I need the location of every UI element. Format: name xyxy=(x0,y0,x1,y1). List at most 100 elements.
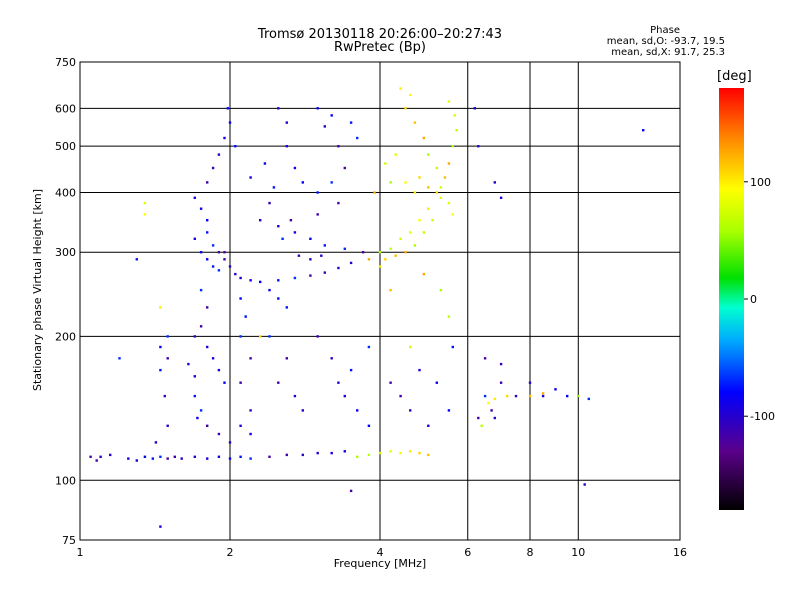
data-point-o xyxy=(217,432,221,436)
data-point-x xyxy=(378,265,382,268)
x-ticks: 1 2 4 6 8 10 16 xyxy=(77,546,688,559)
data-point-o xyxy=(356,136,359,140)
data-point-o xyxy=(285,357,288,360)
data-point-o xyxy=(285,121,288,124)
data-point-o xyxy=(206,306,209,309)
data-point-o xyxy=(330,451,333,455)
data-point-o xyxy=(337,201,340,205)
data-point-o xyxy=(193,394,196,398)
data-point-x xyxy=(259,335,262,338)
data-point-o xyxy=(159,455,162,458)
data-point-x xyxy=(453,114,456,117)
data-point-o xyxy=(163,394,166,398)
y-tick-label: 500 xyxy=(55,140,76,153)
chart-title: Tromsø 20130118 20:26:00–20:27:43 xyxy=(257,27,503,42)
data-point-x xyxy=(427,207,430,210)
data-point-o xyxy=(206,219,209,222)
data-point-o xyxy=(349,489,353,493)
data-point-x xyxy=(422,231,426,234)
data-point-o xyxy=(330,357,333,360)
data-point-x xyxy=(389,450,392,453)
data-point-o xyxy=(193,335,196,338)
data-point-x xyxy=(399,237,402,240)
data-point-o xyxy=(159,345,162,349)
data-point-o xyxy=(323,125,326,128)
x-tick-label: 8 xyxy=(527,546,534,559)
data-point-o xyxy=(277,297,280,300)
data-point-o xyxy=(135,258,138,261)
data-point-x xyxy=(378,251,382,254)
data-point-o xyxy=(514,394,518,398)
data-point-o xyxy=(320,254,323,257)
data-point-x xyxy=(413,121,417,124)
data-point-x xyxy=(447,201,451,205)
data-point-o xyxy=(337,381,340,384)
data-point-o xyxy=(118,357,121,360)
data-point-o xyxy=(135,459,138,462)
data-point-o xyxy=(228,121,232,124)
data-point-o xyxy=(239,276,242,280)
data-point-o xyxy=(277,381,280,384)
x-tick-label: 4 xyxy=(377,546,384,559)
data-point-o xyxy=(193,196,196,199)
data-point-o xyxy=(159,368,162,372)
data-point-x xyxy=(427,453,430,457)
data-point-o xyxy=(259,280,262,284)
x-tick-label: 1 xyxy=(77,546,84,559)
data-point-o xyxy=(528,381,532,384)
data-point-o xyxy=(206,181,209,184)
data-point-x xyxy=(528,394,532,398)
data-point-x xyxy=(399,451,402,455)
data-points xyxy=(89,87,645,528)
data-point-o xyxy=(297,254,301,257)
data-point-x xyxy=(455,129,458,132)
data-point-o xyxy=(587,397,590,401)
x-axis-label: Frequency [MHz] xyxy=(333,557,427,570)
data-point-x xyxy=(394,254,397,257)
data-point-x xyxy=(413,244,417,247)
y-tick-label: 750 xyxy=(55,56,76,69)
data-point-o xyxy=(249,432,252,436)
stats-title: Phase xyxy=(650,25,680,36)
data-point-x xyxy=(143,201,147,205)
data-point-o xyxy=(493,416,496,420)
data-point-o xyxy=(268,335,271,338)
x-tick-label: 2 xyxy=(227,546,234,559)
data-point-o xyxy=(349,261,353,265)
data-point-x xyxy=(422,272,426,276)
data-point-o xyxy=(343,247,346,250)
data-point-o xyxy=(409,409,412,412)
data-point-o xyxy=(143,455,147,458)
data-point-x xyxy=(422,136,426,140)
colorbar xyxy=(719,88,744,510)
y-tick-label: 600 xyxy=(55,102,76,115)
data-point-o xyxy=(447,409,451,412)
data-point-o xyxy=(166,357,169,360)
y-tick-label: 300 xyxy=(55,246,76,259)
data-point-o xyxy=(499,362,503,366)
data-point-o xyxy=(217,455,221,458)
data-point-o xyxy=(367,345,371,349)
data-point-x xyxy=(143,213,147,216)
data-point-x xyxy=(409,93,412,97)
data-point-o xyxy=(330,114,333,117)
data-point-x xyxy=(384,162,387,165)
data-point-o xyxy=(309,274,312,277)
data-point-o xyxy=(217,251,221,254)
data-point-o xyxy=(566,394,569,398)
data-point-x xyxy=(418,219,421,222)
data-point-x xyxy=(409,450,412,453)
y-tick-label: 100 xyxy=(55,474,76,487)
data-point-o xyxy=(343,394,346,398)
data-point-o xyxy=(389,381,392,384)
data-point-x xyxy=(541,392,545,395)
data-point-o xyxy=(361,251,365,254)
data-point-o xyxy=(226,107,229,110)
data-point-x xyxy=(443,176,447,179)
data-point-o xyxy=(249,176,252,179)
data-point-o xyxy=(263,162,267,165)
data-point-x xyxy=(413,191,417,194)
data-point-x xyxy=(384,258,387,261)
data-point-o xyxy=(309,237,312,240)
